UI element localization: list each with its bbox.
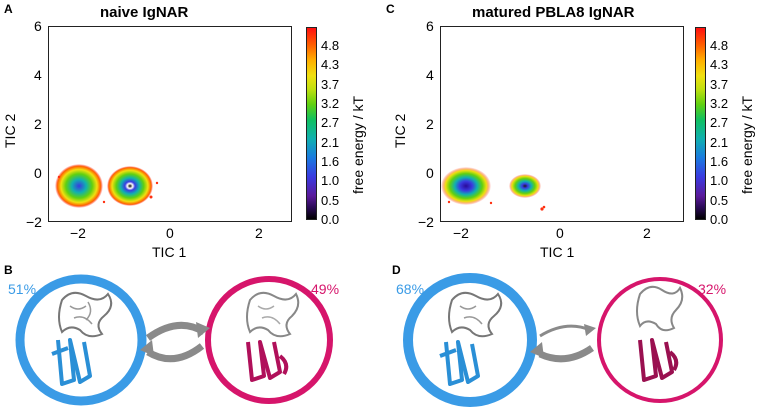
- cbtick: 4.3: [710, 57, 729, 72]
- panel-c-free-energy-map: [441, 167, 546, 211]
- cbtick: 0.0: [710, 212, 729, 227]
- ytick: 4: [426, 67, 434, 83]
- cbtick: 1.0: [321, 173, 340, 188]
- panel-a-plot-area: [48, 26, 292, 222]
- cbtick: 0.0: [321, 212, 340, 227]
- panel-a-xlabel: TIC 1: [152, 244, 187, 260]
- panel-a-title: naive IgNAR: [100, 4, 189, 21]
- ytick: 6: [34, 18, 42, 34]
- protein-structure-icon: [439, 291, 503, 386]
- state-1-population: 68%: [396, 281, 425, 297]
- state-2-population: 49%: [311, 281, 340, 297]
- panel-letter-c: C: [386, 2, 395, 16]
- exchange-arrows-icon: [140, 321, 210, 363]
- panel-a-free-energy-map: [55, 164, 159, 208]
- panel-c-colorbar-label: free energy / kT: [739, 95, 755, 194]
- cbtick: 1.6: [710, 154, 729, 169]
- protein-structure-icon: [51, 291, 113, 386]
- cbtick: 0.5: [710, 193, 729, 208]
- ytick: 6: [426, 18, 434, 34]
- cbtick: 3.7: [321, 77, 340, 92]
- panel-letter-b: B: [4, 263, 13, 277]
- cbtick: 1.6: [321, 154, 340, 169]
- cbtick: 1.0: [710, 173, 729, 188]
- cbtick: 3.2: [710, 96, 729, 111]
- panel-c-plot-area: [440, 26, 684, 222]
- cbtick: 3.7: [710, 77, 729, 92]
- panel-d-state-diagram: [403, 273, 723, 407]
- ytick: 0: [34, 165, 42, 181]
- cbtick: 4.3: [321, 57, 340, 72]
- cbtick: 2.7: [710, 115, 729, 130]
- state-2-circle: [205, 276, 333, 404]
- protein-structure-icon: [636, 285, 684, 382]
- panel-a-colorbar-label: free energy / kT: [350, 95, 366, 194]
- ytick: 2: [34, 116, 42, 132]
- xtick: 0: [556, 225, 564, 241]
- exchange-arrows-icon: [530, 324, 596, 363]
- panel-c-title: matured PBLA8 IgNAR: [472, 4, 635, 21]
- state-1-circle: [403, 273, 537, 407]
- cbtick: 4.8: [710, 38, 729, 53]
- state-2-circle: [597, 277, 723, 403]
- panel-c-xlabel: TIC 1: [540, 244, 575, 260]
- ytick: −2: [26, 214, 42, 230]
- ytick: 4: [34, 67, 42, 83]
- cbtick: 2.7: [321, 115, 340, 130]
- xtick: 0: [166, 225, 174, 241]
- state-1-population: 51%: [8, 281, 37, 297]
- panel-letter-a: A: [4, 2, 13, 16]
- panel-c-colorbar: [695, 27, 706, 220]
- basin-1: [441, 167, 491, 205]
- xtick: 2: [643, 225, 651, 241]
- panel-letter-d: D: [392, 263, 401, 277]
- ytick: 2: [426, 116, 434, 132]
- basin-2: [107, 166, 153, 206]
- xtick: 2: [255, 225, 263, 241]
- basin-2: [509, 174, 541, 198]
- basin-1: [55, 164, 103, 208]
- ytick: −2: [418, 214, 434, 230]
- protein-structure-icon: [246, 291, 300, 382]
- panel-a-ylabel: TIC 2: [2, 113, 18, 148]
- state-1-circle: [15, 274, 147, 406]
- cbtick: 2.1: [710, 135, 729, 150]
- panel-c-ylabel: TIC 2: [392, 113, 408, 148]
- cbtick: 0.5: [321, 193, 340, 208]
- state-2-population: 32%: [698, 281, 727, 297]
- cbtick: 4.8: [321, 38, 340, 53]
- xtick: −2: [453, 225, 469, 241]
- xtick: −2: [70, 225, 86, 241]
- panel-a-colorbar: [306, 27, 317, 220]
- cbtick: 2.1: [321, 135, 340, 150]
- ytick: 0: [426, 165, 434, 181]
- cbtick: 3.2: [321, 96, 340, 111]
- panel-b-state-diagram: [15, 274, 333, 406]
